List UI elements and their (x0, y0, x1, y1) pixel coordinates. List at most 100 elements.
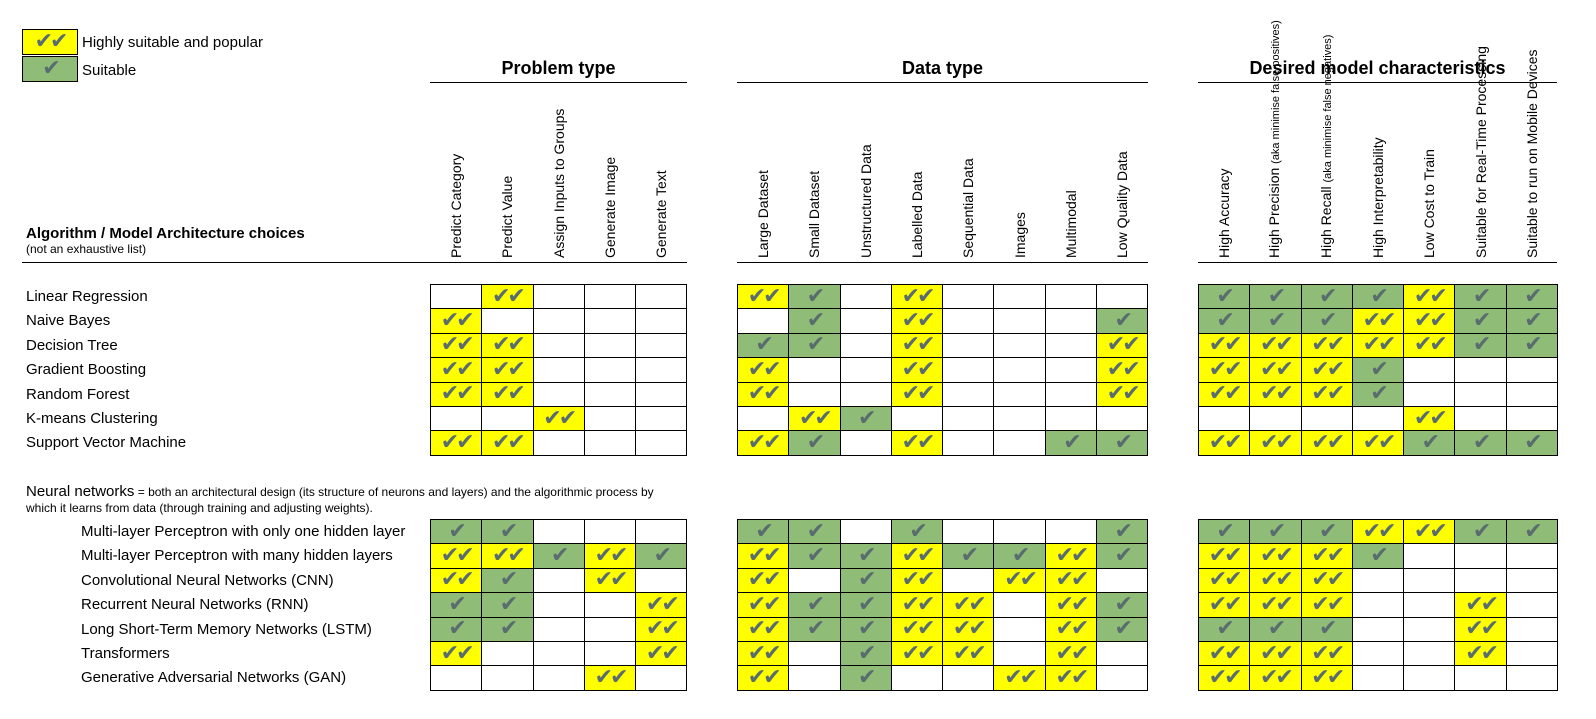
double-check-icon: ✔✔ (952, 591, 987, 617)
grid-cell (891, 666, 944, 691)
double-check-icon: ✔✔ (440, 567, 475, 593)
grid-cell: ✔✔ (738, 617, 790, 642)
column-header-label: Images (1011, 212, 1027, 258)
grid-cell: ✔✔ (943, 616, 995, 642)
check-icon: ✔ (858, 543, 877, 569)
grid-cell: ✔ (482, 520, 534, 545)
grid-cell: ✔✔ (1301, 358, 1353, 383)
double-check-icon: ✔✔ (594, 567, 629, 593)
row-label: Multi-layer Perceptron with many hidden … (81, 547, 393, 565)
check-icon: ✔ (858, 616, 877, 642)
column-header: Unstructured Data (843, 18, 889, 258)
grid-cell (1506, 544, 1559, 569)
check-icon: ✔ (858, 405, 877, 431)
grid-cell: ✔✔ (1352, 431, 1405, 456)
double-check-icon: ✔✔ (901, 430, 936, 456)
double-check-icon: ✔✔ (901, 332, 936, 358)
double-check-icon: ✔✔ (645, 616, 680, 642)
grid-cell: ✔ (789, 309, 841, 334)
double-check-icon: ✔✔ (440, 430, 475, 456)
grid-cell: ✔ (840, 593, 892, 618)
grid-cell: ✔ (1506, 285, 1559, 310)
grid-cell: ✔ (789, 617, 841, 642)
grid-cell: ✔✔ (1301, 544, 1353, 569)
double-check-icon: ✔✔ (492, 543, 526, 569)
column-header-label: Generate Image (601, 156, 618, 258)
grid-cell: ✔✔ (943, 591, 995, 618)
check-icon: ✔ (858, 567, 877, 593)
grid-cell (994, 285, 1046, 310)
grid-cell: ✔✔ (1250, 544, 1302, 569)
double-check-icon: ✔✔ (747, 283, 782, 309)
column-header-label: Multimodal (1062, 190, 1079, 258)
double-check-icon: ✔✔ (901, 616, 936, 642)
double-check-icon: ✔✔ (1055, 591, 1089, 617)
grid-cell (1352, 406, 1405, 432)
double-check-icon: ✔✔ (1362, 518, 1397, 544)
grid-cell: ✔ (1404, 430, 1456, 456)
check-icon: ✔ (1319, 308, 1338, 334)
grid-cell: ✔ (1455, 431, 1507, 456)
column-header-label: Suitable to run on Mobile Devices (1523, 49, 1540, 258)
grid-cell (636, 358, 688, 383)
check-icon: ✔ (1370, 283, 1389, 309)
grid-cell: ✔✔ (584, 665, 637, 691)
check-icon: ✔ (1114, 518, 1134, 544)
grid-cell: ✔✔ (431, 641, 483, 667)
grid-cell: ✔✔ (431, 358, 483, 383)
grid-cell: ✔✔ (482, 543, 534, 569)
check-icon: ✔ (1421, 430, 1441, 456)
grid-cell: ✔✔ (891, 285, 944, 310)
grid-cell: ✔ (1455, 309, 1507, 334)
grid-cell: ✔✔ (431, 567, 483, 594)
grid-cell: ✔ (1097, 309, 1149, 334)
check-icon: ✔ (806, 332, 826, 358)
check-icon: ✔ (1267, 616, 1287, 642)
double-check-icon: ✔✔ (594, 543, 629, 569)
grid-cell: ✔✔ (1097, 382, 1149, 407)
grid-cell (1506, 406, 1559, 432)
grid-cell (1404, 544, 1456, 569)
grid-cell: ✔ (1352, 382, 1405, 407)
grid-cell (584, 406, 637, 432)
grid-cell (1045, 406, 1098, 432)
check-icon: ✔ (1472, 283, 1492, 309)
grid-cell (431, 285, 483, 310)
grid-cell (1455, 544, 1507, 569)
grid-cell (533, 666, 585, 691)
check-icon: ✔ (858, 640, 877, 666)
grid-cell: ✔✔ (1199, 431, 1251, 456)
grid-cell: ✔ (738, 333, 790, 359)
grid-cell (994, 593, 1046, 618)
grid-cell (584, 641, 637, 667)
grid-cell (1045, 333, 1098, 359)
grid-cell: ✔✔ (1199, 544, 1251, 569)
grid-cell (789, 382, 841, 407)
grid-cell: ✔✔ (1301, 641, 1353, 667)
row-label: Naive Bayes (26, 312, 111, 330)
grid-cell (738, 309, 790, 334)
check-icon: ✔ (1114, 430, 1134, 456)
grid-cell (994, 520, 1046, 545)
column-header: High Precision (aka minimise false posit… (1252, 18, 1298, 258)
double-check-icon: ✔✔ (1311, 665, 1345, 691)
grid-cell (994, 641, 1046, 667)
grid-cell: ✔ (789, 593, 841, 618)
grid-cell (943, 431, 995, 456)
row-label: Transformers (81, 645, 170, 662)
grid-cell (994, 406, 1046, 432)
double-check-icon: ✔✔ (594, 665, 629, 691)
algo-title: Algorithm / Model Architecture choices (26, 225, 305, 242)
row-label: Generative Adversarial Networks (GAN) (81, 669, 347, 687)
double-check-icon: ✔✔ (952, 616, 987, 642)
row-label: Linear Regression (26, 288, 148, 305)
grid-cell (1404, 593, 1456, 618)
grid-cell (789, 568, 841, 594)
grid-cell: ✔ (1506, 520, 1559, 545)
grid-cell (1097, 568, 1149, 594)
column-header: Predict Category (433, 18, 479, 258)
double-check-icon: ✔✔ (901, 640, 936, 666)
row-label: Long Short-Term Memory Networks (LSTM) (81, 620, 372, 638)
grid-cell: ✔✔ (1199, 666, 1251, 691)
grid-cell: ✔✔ (1045, 544, 1098, 569)
